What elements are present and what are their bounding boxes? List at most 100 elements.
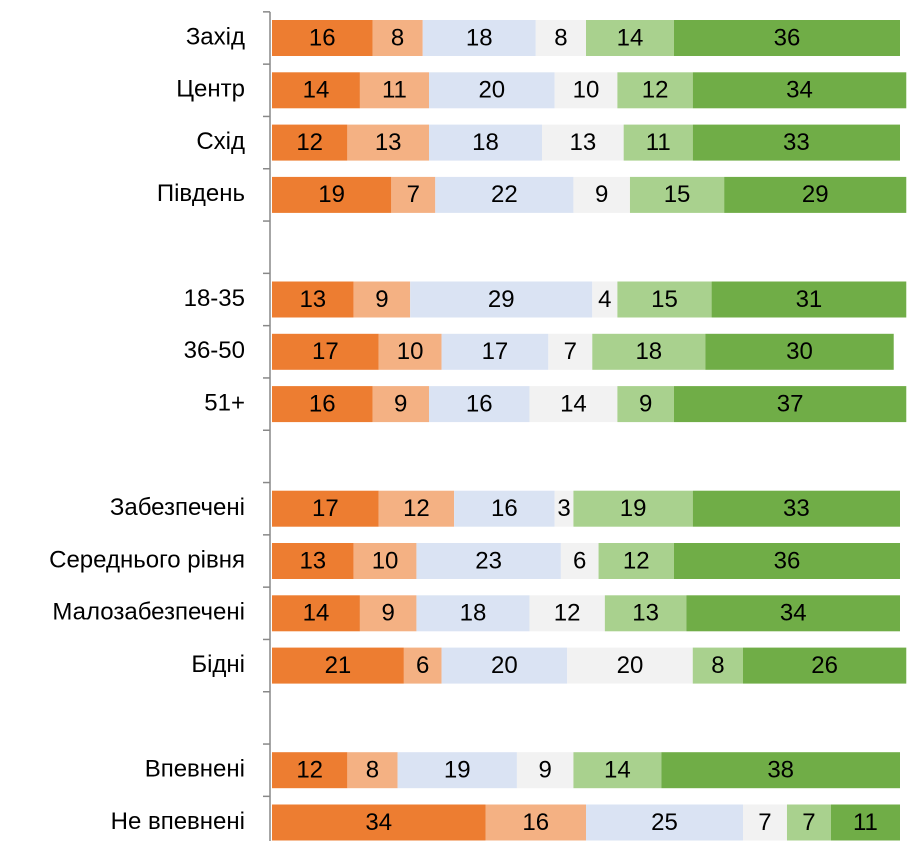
data-label: 33 — [783, 495, 810, 522]
bar-segment — [272, 20, 373, 56]
data-label: 19 — [318, 181, 345, 208]
bar-segment — [535, 20, 586, 56]
bar-segment — [441, 333, 549, 370]
bar-segment — [661, 752, 900, 789]
data-label: 16 — [522, 809, 549, 836]
data-label: 34 — [365, 809, 392, 836]
data-label: 14 — [604, 757, 631, 784]
data-label: 11 — [646, 129, 671, 156]
bar-segment — [548, 333, 593, 370]
data-label: 16 — [491, 495, 518, 522]
data-label: 16 — [309, 24, 336, 51]
data-label: 11 — [853, 809, 878, 836]
data-label: 18 — [635, 338, 662, 365]
bar-segment — [711, 281, 907, 318]
data-label: 9 — [595, 181, 608, 208]
bar-segment — [586, 20, 674, 56]
bar-segment — [485, 804, 586, 841]
data-label: 13 — [632, 600, 659, 627]
bar-segment — [573, 752, 662, 789]
bar-segment — [272, 386, 373, 423]
bar-segment — [673, 20, 900, 56]
bar-segment — [272, 281, 354, 318]
category-label: Не впевнені — [111, 808, 245, 835]
bar-segment — [359, 595, 417, 632]
bar-segment — [403, 647, 442, 684]
bar-segment — [573, 490, 693, 527]
bar-segment — [272, 752, 348, 789]
data-label: 12 — [296, 129, 323, 156]
data-label: 17 — [482, 338, 509, 365]
bar-segment — [516, 752, 574, 789]
data-label: 12 — [296, 757, 323, 784]
data-label: 19 — [444, 757, 471, 784]
bar-segment — [617, 281, 712, 318]
category-label: Захід — [186, 23, 245, 50]
bar-segment — [353, 281, 411, 318]
data-label: 30 — [786, 338, 813, 365]
data-label: 7 — [564, 338, 577, 365]
category-label: Забезпечені — [110, 494, 245, 521]
data-label: 9 — [375, 286, 388, 313]
category-label: Схід — [196, 128, 245, 155]
bar-segment — [623, 124, 693, 161]
data-label: 20 — [491, 652, 518, 679]
bar-segment — [560, 543, 599, 579]
data-label: 20 — [478, 77, 505, 104]
data-label: 22 — [491, 181, 518, 208]
bar-segment — [347, 124, 429, 161]
bar-segment — [686, 595, 900, 632]
bar-segment — [598, 543, 674, 579]
data-label: 12 — [554, 600, 581, 627]
bar-segment — [435, 176, 574, 213]
bar-segment — [542, 124, 624, 161]
bar-segment — [429, 124, 543, 161]
bar-segment — [372, 386, 429, 423]
data-label: 7 — [802, 809, 815, 836]
data-label: 6 — [416, 652, 429, 679]
data-label: 14 — [560, 390, 587, 417]
bar-segment — [586, 804, 743, 841]
bar-segment — [692, 647, 743, 684]
data-label: 8 — [366, 757, 379, 784]
data-label: 15 — [664, 181, 691, 208]
data-label: 8 — [711, 652, 724, 679]
data-label: 12 — [623, 547, 650, 574]
data-label: 9 — [382, 600, 395, 627]
bar-segment — [378, 490, 455, 527]
bar-segment — [272, 124, 348, 161]
bar-segment — [416, 543, 561, 579]
data-label: 21 — [325, 652, 352, 679]
bar-segment — [529, 595, 605, 632]
bar-segment — [592, 281, 618, 318]
category-label: Бідні — [191, 651, 245, 678]
data-label: 12 — [403, 495, 430, 522]
data-label: 38 — [767, 757, 794, 784]
data-label: 29 — [488, 286, 515, 313]
data-label: 16 — [309, 390, 336, 417]
data-label: 14 — [303, 77, 330, 104]
data-label: 36 — [774, 24, 801, 51]
bar-segment — [378, 333, 442, 370]
bar-segment — [272, 333, 379, 370]
data-label: 16 — [466, 390, 493, 417]
bar-segment — [359, 72, 429, 109]
data-label: 37 — [777, 390, 804, 417]
category-label: 18-35 — [184, 285, 245, 312]
data-label: 34 — [780, 600, 807, 627]
data-label: 18 — [472, 129, 499, 156]
data-label: 18 — [460, 600, 487, 627]
data-label: 10 — [573, 77, 600, 104]
bar-segment — [554, 490, 574, 527]
data-label: 18 — [466, 24, 493, 51]
data-label: 34 — [786, 77, 813, 104]
bar-segment — [397, 752, 517, 789]
data-label: 20 — [617, 652, 644, 679]
data-label: 13 — [570, 129, 597, 156]
data-label: 36 — [774, 547, 801, 574]
bar-segment — [272, 176, 392, 213]
data-label: 7 — [407, 181, 420, 208]
data-label: 15 — [651, 286, 678, 313]
bar-segment — [592, 333, 706, 370]
data-label: 11 — [382, 77, 407, 104]
